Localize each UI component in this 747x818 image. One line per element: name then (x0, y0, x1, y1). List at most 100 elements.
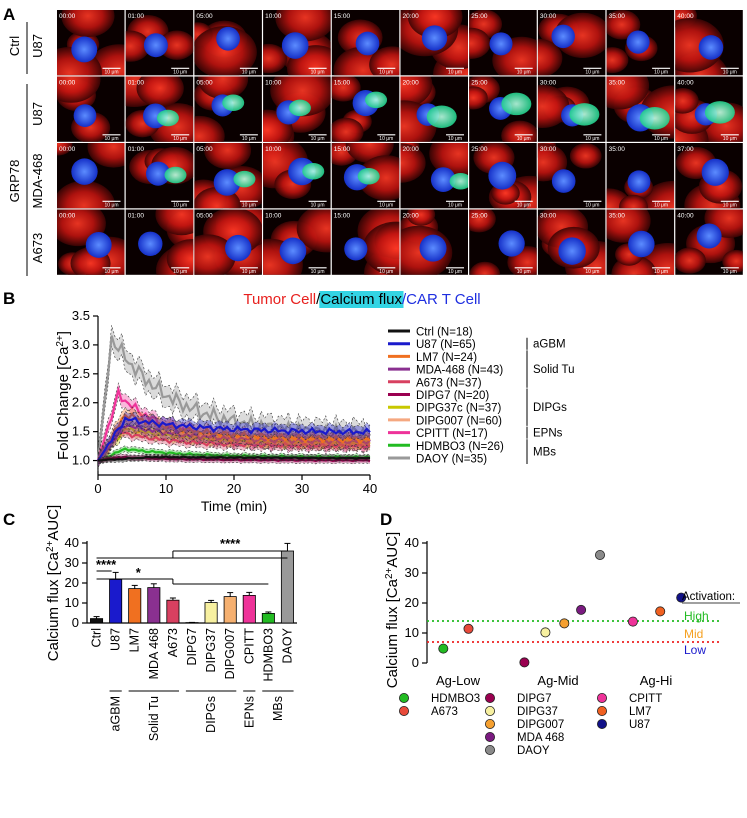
caption-slash-1: / (316, 291, 321, 308)
b-series-line (96, 335, 371, 461)
b-band-edge (97, 418, 371, 455)
tumor-cell (407, 10, 463, 39)
b-y-axis-label-end: ] (55, 331, 72, 335)
c-bar (109, 579, 123, 624)
d-legend-marker (484, 745, 495, 756)
c-category-label: DIPG007 (223, 628, 237, 679)
scale-bar-label: 10 μm (173, 136, 187, 142)
timestamp: 30:00 (540, 80, 557, 87)
calcium-flux-signal (569, 103, 600, 126)
b-y-axis-label-main: Fold Change [Ca (55, 346, 72, 460)
micrograph-grp78-u87-7: 30:00 10 μm (537, 76, 606, 142)
c-category-label: DIPG37 (204, 628, 218, 673)
scale-bar-label: 10 μm (311, 269, 325, 275)
c-group-label: MBs (271, 696, 285, 721)
b-error-band (98, 407, 370, 468)
timestamp: 25:00 (471, 80, 488, 87)
b-band-edge (97, 425, 371, 457)
micrograph-grp78-a673-7: 30:00 10 μm (537, 209, 606, 275)
d-y-tick-label: 10 (405, 625, 419, 640)
c-group-label: EPNs (242, 696, 256, 728)
timestamp: 00:00 (59, 80, 76, 87)
b-x-tick-label: 10 (159, 481, 173, 496)
d-activation-level: High (684, 609, 709, 623)
scale-bar-label: 10 μm (448, 269, 462, 275)
d-legend-marker (597, 706, 608, 717)
b-legend-group-label: aGBM (533, 339, 566, 351)
scale-bar-label: 10 μm (723, 202, 737, 208)
row-label-a673: A673 (30, 233, 45, 263)
calcium-flux-signal (302, 162, 325, 180)
d-legend-marker (398, 693, 409, 704)
d-point (463, 623, 474, 634)
c-y-axis-label-main: Calcium flux [Ca (45, 551, 62, 661)
timestamp: 25:00 (471, 213, 488, 220)
timestamp: 35:00 (609, 80, 626, 87)
tumor-cell (194, 234, 236, 275)
d-legend-label: DAOY (517, 745, 550, 757)
scale-bar-label: 10 μm (105, 69, 119, 75)
calcium-flux-signal (164, 166, 187, 184)
tumor-cell (469, 209, 496, 233)
d-legend-marker (484, 732, 495, 743)
tumor-cell (61, 10, 115, 38)
micrograph-ctrl-u87-1: 01:00 10 μm (125, 10, 194, 76)
d-y-tick-label: 0 (412, 655, 419, 670)
timestamp: 05:00 (196, 146, 213, 153)
panel-a-caption: Tumor Cell/Calcium flux/CAR T Cell (243, 291, 480, 308)
tumor-cell (125, 30, 150, 62)
timestamp: 20:00 (403, 146, 420, 153)
d-legend-marker (484, 719, 495, 730)
b-legend-label: MDA-468 (N=43) (416, 365, 503, 377)
tumor-cell (57, 76, 101, 103)
timestamp: 01:00 (128, 213, 145, 220)
micrograph-grp78-a673-3: 10:00 10 μm (263, 209, 331, 275)
timestamp: 35:00 (609, 146, 626, 153)
car-t-nucleus (279, 237, 307, 265)
row-label-ctrl-u87: U87 (30, 34, 45, 58)
c-category-label: LM7 (128, 628, 142, 652)
c-category-label: MDA 468 (147, 628, 161, 679)
timestamp: 30:00 (540, 146, 557, 153)
scale-bar-label: 10 μm (448, 136, 462, 142)
d-legend-label: DIPG007 (517, 719, 564, 731)
d-activation-level: Low (684, 643, 706, 657)
c-bar (204, 602, 218, 624)
micrograph-ctrl-u87-3: 10:00 10 μm (263, 10, 331, 76)
tumor-cell (57, 143, 73, 156)
tumor-cell (158, 30, 194, 60)
tumor-cell (155, 209, 194, 236)
group-label-ctrl: Ctrl (7, 36, 22, 56)
caption-tumor-cell: Tumor Cell (243, 291, 316, 308)
scale-bar-label: 10 μm (654, 202, 668, 208)
b-legend-label: A673 (N=37) (416, 377, 482, 389)
b-legend-label: CPITT (N=17) (416, 428, 488, 440)
b-legend-label: DAOY (N=35) (416, 454, 487, 466)
d-legend-label: DIPG7 (517, 693, 552, 705)
d-legend-marker (597, 719, 608, 730)
b-x-tick-label: 30 (295, 481, 309, 496)
c-bar (223, 596, 237, 624)
d-legend-label: MDA 468 (517, 732, 564, 744)
d-y-axis-label-end: AUC] (384, 532, 401, 568)
tumor-cell (675, 87, 699, 114)
b-legend-label: DIPG37c (N=37) (416, 403, 501, 415)
timestamp: 15:00 (334, 146, 351, 153)
c-category-label: DAOY (280, 627, 294, 663)
micrograph-ctrl-u87-6: 25:00 10 μm (469, 10, 537, 76)
panel-b-line-chart: 1.0 1.5 2.0 2.5 3.0 3.5 0 10 20 30 40 Time (min) Fol… (55, 308, 575, 514)
c-y-axis-label: Calcium flux [Ca2+AUC] (45, 505, 62, 661)
car-t-nucleus (216, 26, 240, 51)
group-label-grp78: GRP78 (7, 160, 22, 203)
tumor-cell (569, 143, 602, 169)
b-band-edge (97, 453, 371, 458)
scale-bar-label: 10 μm (723, 69, 737, 75)
car-t-nucleus (213, 169, 241, 196)
b-band-edge (97, 429, 371, 467)
d-legend-label: U87 (629, 719, 650, 731)
scale-bar-label: 10 μm (379, 136, 393, 142)
micrograph-grp78-u87-0: 00:00 10 μm (57, 76, 125, 142)
b-band-edge (97, 445, 371, 458)
